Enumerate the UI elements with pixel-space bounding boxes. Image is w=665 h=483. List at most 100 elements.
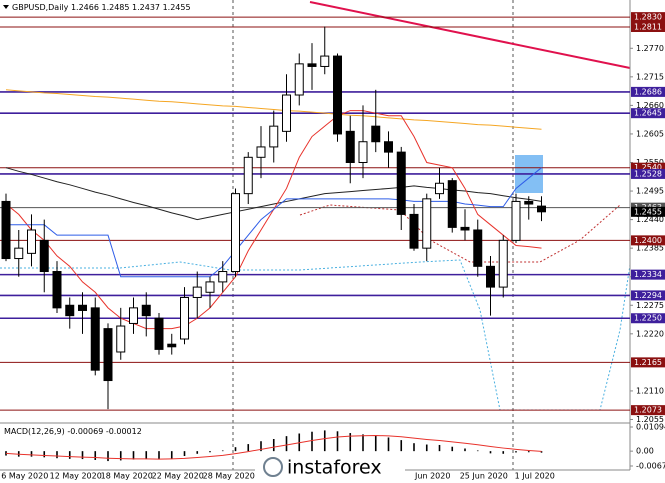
candle-body	[27, 229, 36, 254]
candle-body	[473, 229, 483, 267]
y-tick-label: 0.00	[636, 447, 654, 456]
price-tag	[631, 206, 665, 217]
x-tick-label: 25 Jun 2020	[460, 472, 508, 481]
level-tag	[631, 235, 665, 246]
candle-body	[129, 307, 138, 324]
candle-body	[218, 271, 228, 283]
candle-body	[256, 146, 266, 158]
level-label: 1.2686	[634, 87, 662, 96]
level-tag	[631, 357, 665, 368]
y-tick-label: 1.2715	[636, 72, 664, 81]
candle-body	[192, 286, 202, 298]
candle-body	[78, 304, 87, 311]
level-tag	[631, 405, 665, 416]
candle-body	[14, 247, 24, 260]
x-tick-label: 22 May 2020	[152, 472, 204, 481]
candle-body	[167, 343, 177, 348]
candle-body	[486, 265, 495, 288]
candle-body	[141, 304, 151, 317]
level-label: 1.2165	[634, 358, 662, 367]
candle-body	[333, 55, 342, 135]
watermark-bg	[255, 452, 405, 482]
candle-body	[282, 94, 291, 132]
low: 1.2437	[132, 3, 160, 12]
candle-body	[345, 130, 355, 163]
x-tick-label: 6 May 2020	[1, 472, 48, 481]
candle-body	[498, 239, 508, 288]
y-tick-label: 1.2550	[636, 158, 664, 167]
y-tick-label: 0.01094	[636, 423, 665, 432]
level-label: 1.2073	[634, 406, 662, 415]
y-tick-label: 1.2605	[636, 129, 664, 138]
logo-icon	[263, 457, 283, 477]
chart-title: GBPUSD,Daily 1.2466 1.2485 1.2437 1.2455	[12, 3, 191, 12]
level-label: 1.2811	[634, 22, 662, 31]
level-tag	[631, 21, 665, 32]
y-tick-label: -0.00673	[636, 462, 665, 471]
candle-body	[116, 325, 126, 353]
y-tick-label: 1.2660	[636, 101, 664, 110]
candle-body	[524, 200, 534, 205]
candle-body	[511, 200, 521, 241]
y-tick-label: 1.2385	[636, 244, 664, 253]
trend-line	[309, 1, 631, 69]
candle-body	[65, 304, 75, 317]
level-tag	[631, 313, 665, 324]
menu-triangle	[3, 5, 9, 9]
candle-body	[180, 296, 189, 340]
candle-body	[154, 317, 164, 350]
candle-body	[320, 55, 330, 67]
level-label: 1.2540	[634, 163, 662, 172]
x-tick-label: 18 May 2020	[101, 472, 153, 481]
candle-body	[384, 141, 393, 153]
macd-name: MACD(12,26,9)	[4, 427, 65, 436]
indicator-line	[5, 89, 542, 130]
x-tick-label: 28 May 2020	[203, 472, 255, 481]
level-tag	[631, 162, 665, 173]
candle-body	[205, 281, 215, 293]
cloud-edge	[299, 204, 621, 263]
x-tick-label: 12 May 2020	[50, 472, 102, 481]
open: 1.2466	[71, 3, 99, 12]
symbol: GBPUSD,Daily	[12, 3, 69, 12]
y-tick-label: 1.2110	[636, 386, 664, 395]
level-label: 1.2528	[634, 169, 662, 178]
candle-body	[409, 213, 419, 249]
level-tag	[631, 12, 665, 23]
candle-body	[294, 63, 304, 96]
candle-body	[307, 63, 317, 67]
candle-body	[1, 200, 11, 260]
x-tick-label: 1 Jul 2020	[515, 472, 555, 481]
x-tick-label: Jun 2020	[414, 472, 450, 481]
macd-signal: -0.00012	[106, 427, 142, 436]
cloud-edge	[0, 259, 631, 411]
macd-title: MACD(12,26,9) -0.00069 -0.00012	[4, 427, 142, 436]
candle-body	[269, 125, 279, 148]
candle-body	[358, 141, 368, 163]
level-label: 1.2334	[634, 270, 662, 279]
candle-body	[52, 271, 62, 309]
level-tag	[631, 269, 665, 280]
level-label: 1.2830	[634, 13, 662, 22]
y-tick-label: 1.2495	[636, 187, 664, 196]
candle-body	[243, 156, 253, 195]
candle-body	[231, 193, 240, 273]
level-tag	[631, 108, 665, 119]
level-tag	[631, 86, 665, 97]
level-label: 1.2400	[634, 236, 662, 245]
candle-body	[460, 226, 470, 231]
y-tick-label: 1.2220	[636, 329, 664, 338]
level-tag	[631, 290, 665, 301]
candle-body	[422, 198, 432, 249]
candle-body	[396, 151, 406, 215]
candle-body	[39, 239, 49, 273]
price-label: 1.2455	[634, 207, 662, 216]
y-tick-label: 1.2055	[636, 415, 664, 424]
watermark: instaforex	[287, 457, 382, 479]
close: 1.2455	[163, 3, 191, 12]
high: 1.2485	[101, 3, 129, 12]
level-tag	[631, 168, 665, 179]
macd-main: -0.00069	[67, 427, 103, 436]
